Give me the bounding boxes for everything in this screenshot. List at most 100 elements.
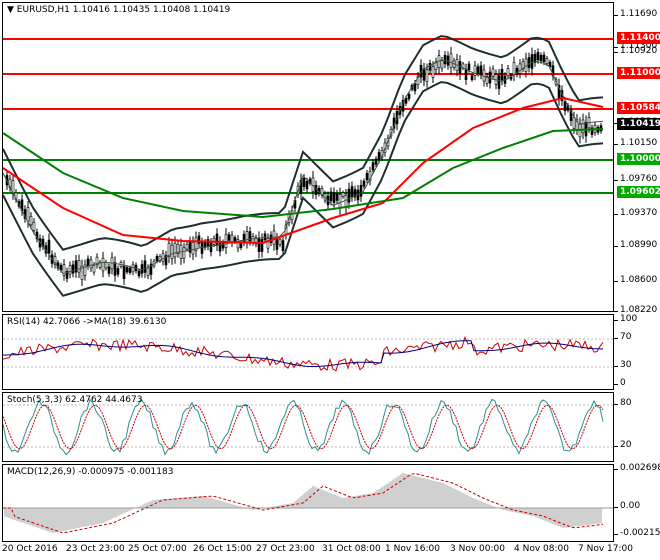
tick-mark [614,52,618,53]
candle-body [47,239,51,254]
candle-body [548,61,552,68]
candle-body [479,65,483,76]
macd-tick-label: -0.002157 [620,528,660,538]
candle-body [533,53,537,63]
tick-mark [614,384,618,385]
candle-body [86,258,90,267]
candle-body [374,158,378,165]
price-tick-label: 1.09370 [620,208,658,218]
macd-title: MACD(12,26,9) -0.000975 -0.001183 [7,467,174,477]
stochastic-pane[interactable]: Stoch(5,3,3) 62.4762 44.4673 [2,392,614,462]
tick-mark [614,281,618,282]
candle-body [536,52,540,61]
candle-body [371,162,375,171]
candle-body [53,256,57,265]
candle-body [71,264,75,274]
time-axis-label: 1 Nov 16:00 [385,544,440,554]
candle-body [260,239,264,252]
level-price-tag: 1.11000 [617,67,660,79]
candle-body [500,68,504,81]
price-tick-label: 1.10920 [620,46,658,56]
candle-body [143,260,147,273]
candle-body [305,181,309,190]
tick-mark [614,144,618,145]
candle-body [221,242,225,249]
candle-body [341,192,345,197]
candle-body [359,184,363,197]
tick-mark [614,404,618,405]
candle-body [89,259,93,269]
candle-body [581,119,585,134]
candle-body [29,216,33,226]
macd-pane[interactable]: MACD(12,26,9) -0.000975 -0.001183 [2,464,614,542]
candle-body [344,194,348,208]
candle-body [530,54,534,69]
candle-body [176,244,180,254]
candle-body [434,61,438,70]
stochastic-tick-label: 20 [620,440,632,450]
candle-body [95,256,99,266]
candle-body [443,55,447,65]
candle-body [350,186,354,197]
candle-body [281,240,285,251]
candle-body [200,242,204,254]
stochastic-main-line [3,398,604,456]
candle-body [449,53,453,68]
rsi-pane[interactable]: RSI(14) 42.7066 ->MA(18) 39.6130 [2,314,614,390]
candle-body [539,54,543,62]
rsi-ma-line [3,340,604,367]
candle-body [563,101,567,112]
candle-body [425,69,429,82]
candle-body [266,237,270,249]
candle-body [440,60,444,69]
ohlc-readout: 1.10416 1.10435 1.10408 1.10419 [72,5,231,15]
rsi-tick-label: 30 [620,360,632,370]
candle-body [26,207,30,222]
macd-tick-label: 0.002698 [620,463,660,473]
candle-body [464,68,468,80]
candle-body [527,57,531,68]
macd-tick-label: 0.00 [620,501,641,511]
candle-body [164,255,168,266]
candle-body [59,264,63,271]
candle-body [92,265,96,273]
candle-body [215,233,219,246]
candle-body [368,171,372,182]
candle-body [275,238,279,250]
tick-mark [614,123,618,124]
tick-mark [614,180,618,181]
time-axis-label: 20 Oct 2016 [2,544,58,554]
candle-body [422,68,426,81]
candle-body [197,235,201,244]
candle-body [413,83,417,92]
candle-body [353,189,357,198]
candle-body [146,267,150,276]
candle-body [545,58,549,64]
candle-body [491,68,495,77]
candle-body [194,237,198,252]
candle-body [572,117,576,129]
candle-body [329,191,333,202]
candle-body [170,244,174,259]
price-tick-label: 1.08990 [620,240,658,250]
tick-mark [614,214,618,215]
time-axis-label: 3 Nov 00:00 [450,544,505,554]
candle-body [191,241,195,255]
candle-body [473,65,477,76]
price-chart-pane[interactable]: ▼ EURUSD,H1 1.10416 1.10435 1.10408 1.10… [2,2,614,312]
price-chart-canvas [3,35,613,297]
candle-body [62,264,66,276]
candle-body [497,75,501,89]
candle-body [416,75,420,85]
candle-body [116,268,120,275]
candle-body [263,233,267,241]
collapse-arrow-icon[interactable]: ▼ [7,5,14,15]
time-axis-label: 27 Oct 23:00 [256,544,315,554]
candle-body [404,97,408,104]
level-price-tag: 1.10000 [617,153,660,165]
candle-body [74,260,78,273]
moving-average-green [3,128,604,219]
rsi-tick-label: 100 [620,314,638,324]
tick-mark [614,507,618,508]
